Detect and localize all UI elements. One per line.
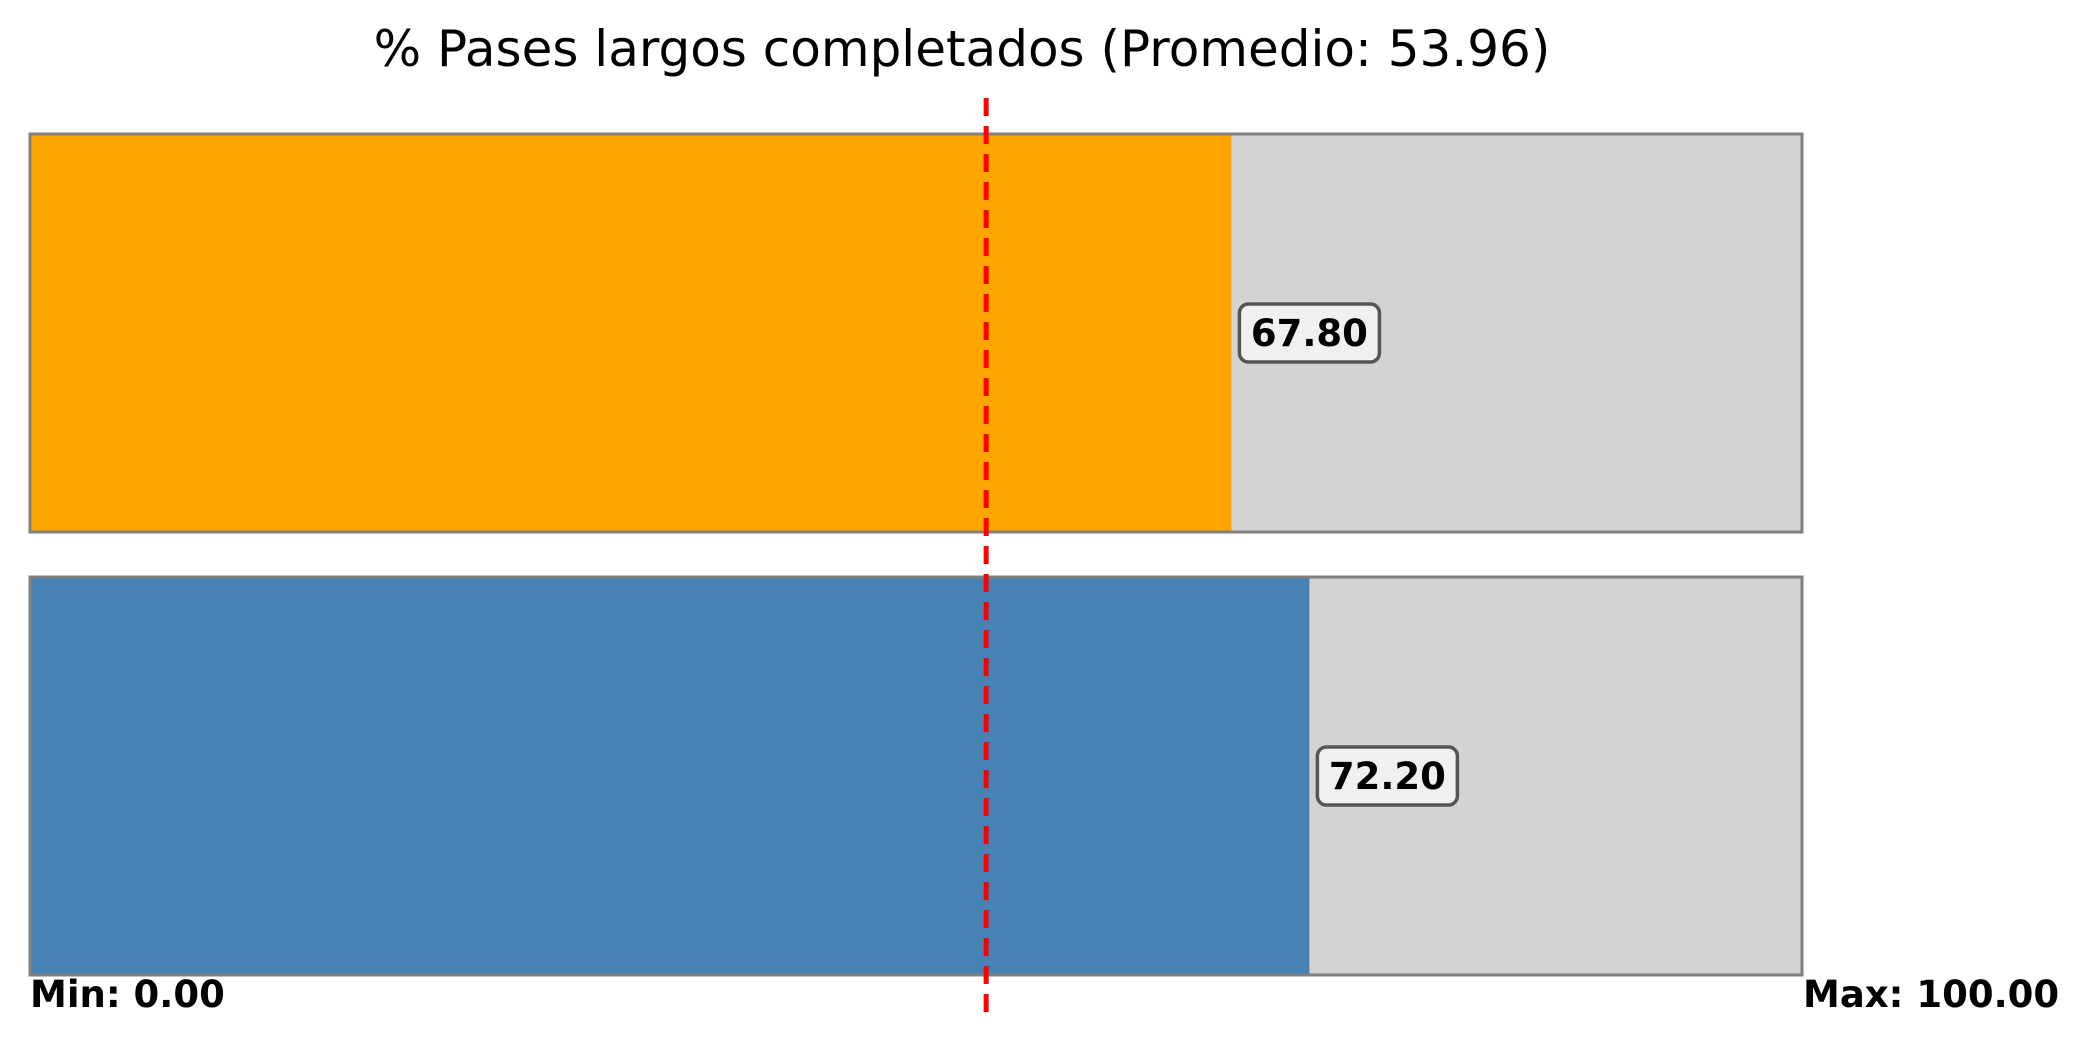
bar-value-2 xyxy=(30,577,1310,975)
value-label-2: 72.20 xyxy=(1329,755,1446,798)
labels-layer: 67.80 72.20 xyxy=(1237,302,1460,807)
min-label: Min: 0.00 xyxy=(30,973,225,1016)
value-label-box-1 xyxy=(1237,302,1382,364)
max-label: Max: 100.00 xyxy=(1803,973,2059,1016)
value-label-box-2 xyxy=(1315,745,1460,807)
bar-border-2 xyxy=(28,575,1804,977)
value-label-1: 67.80 xyxy=(1251,312,1368,355)
chart-title: % Pases largos completados (Promedio: 53… xyxy=(374,20,1551,78)
bars-layer xyxy=(28,132,1804,977)
bar-border-1 xyxy=(28,132,1804,534)
bar-value-1 xyxy=(30,134,1232,532)
